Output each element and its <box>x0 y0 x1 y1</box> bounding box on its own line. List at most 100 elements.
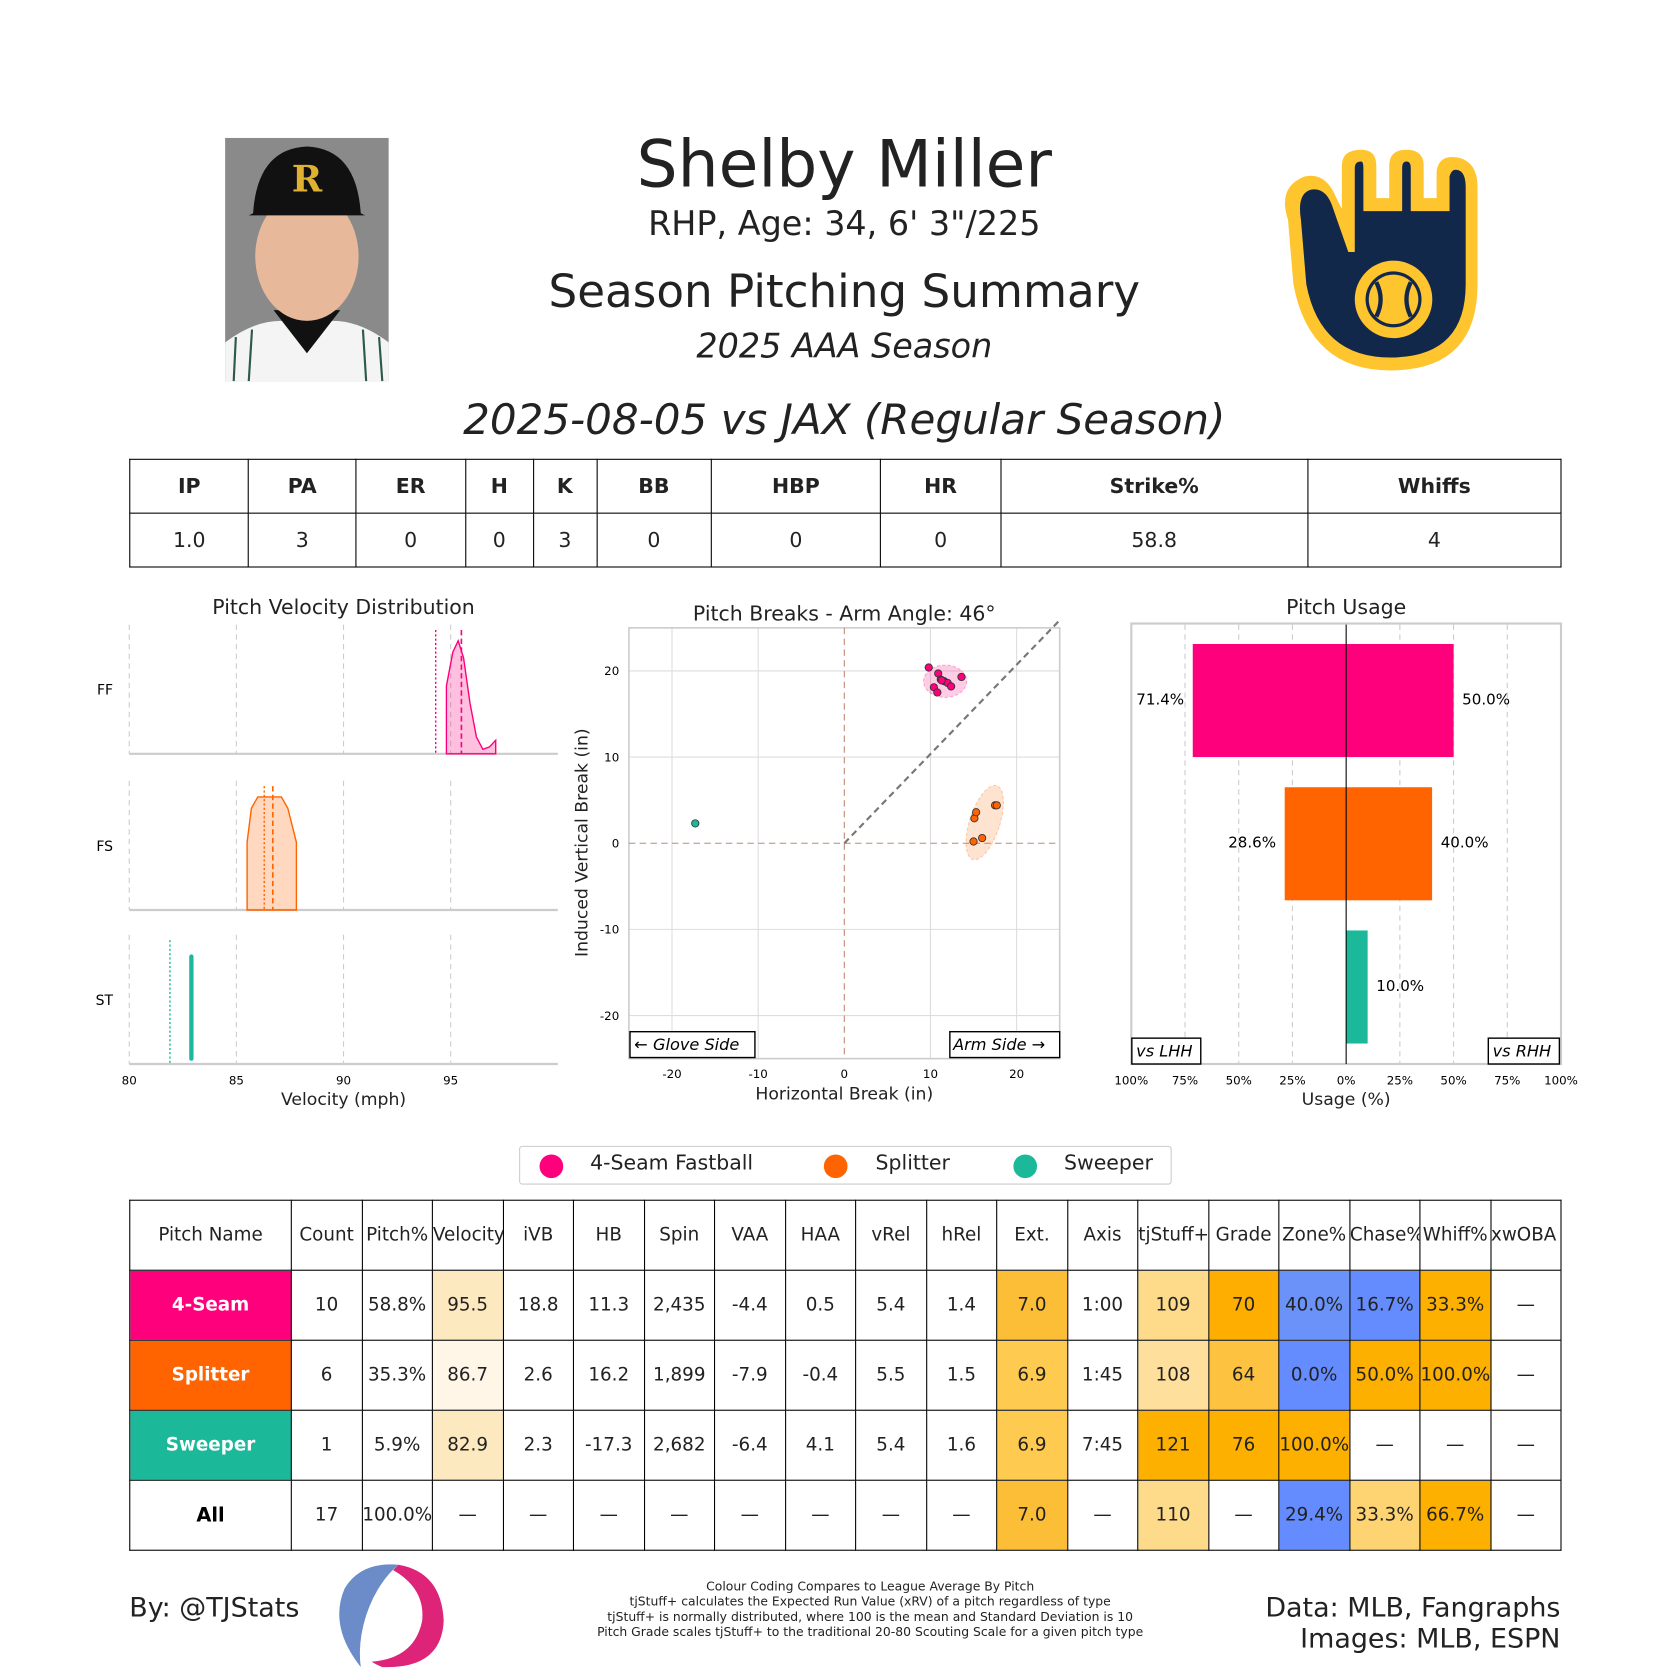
glove-side-box <box>629 1030 756 1059</box>
pitch-point-ff <box>947 682 956 691</box>
stat-header: K <box>532 458 598 514</box>
game-stats-table: IP PA ER H K BB HBP HR Strike% Whiffs 1.0 3 0 0 3 0 0 0 58… <box>129 458 1562 568</box>
usage-plot-frame <box>1130 622 1563 1066</box>
stat-value: 0 <box>880 512 1002 568</box>
table-cell: 5.5 <box>855 1339 927 1411</box>
stat-header: ER <box>355 458 466 514</box>
legend-marker-st <box>1013 1154 1038 1179</box>
arm-angle-line <box>843 619 1061 844</box>
table-cell: 100.0% <box>361 1479 433 1551</box>
table-row: 4-Seam 10 58.8% 95.5 18.8 11.3 2,435 -4.4 0.5 5.4… <box>129 1269 1562 1341</box>
usage-label-rhh: 40.0% <box>1441 834 1489 852</box>
stat-header: IP <box>129 458 250 514</box>
breaks-x-tick: 20 <box>1009 1067 1024 1081</box>
stat-value: 58.8 <box>1000 512 1309 568</box>
table-cell: 50.0% <box>1348 1339 1421 1411</box>
table-cell: 11.3 <box>572 1269 645 1341</box>
usage-bar-lhh-ff <box>1192 643 1347 758</box>
table-cell: 121 <box>1137 1409 1209 1481</box>
table-cell: -17.3 <box>572 1409 645 1481</box>
table-cell: 1.5 <box>925 1339 998 1411</box>
table-cell: 1 <box>290 1409 363 1481</box>
table-row: Splitter 6 35.3% 86.7 2.6 16.2 1,899 -7.9 -0.4 5.… <box>129 1339 1562 1411</box>
stat-value: 3 <box>248 512 357 568</box>
pitch-metrics-table: Pitch Name Count Pitch% Velocity iVB HB Spin VA… <box>129 1199 1562 1551</box>
usage-bar-rhh-fs <box>1346 787 1433 901</box>
breaks-y-label: Induced Vertical Break (in) <box>571 728 592 958</box>
team-logo-icon <box>1284 149 1478 371</box>
column-header: Ext. <box>996 1199 1068 1271</box>
table-cell: 7.0 <box>996 1479 1068 1551</box>
author-credit: By: @TJStats <box>129 1591 300 1623</box>
stat-header: HR <box>880 458 1002 514</box>
player-name: Shelby Miller <box>636 127 1053 203</box>
column-header: Zone% <box>1278 1199 1350 1271</box>
table-cell: — <box>855 1479 927 1551</box>
table-cell: 16.7% <box>1348 1269 1421 1341</box>
footnotes: Colour Coding Compares to League Average… <box>538 1579 1201 1639</box>
velocity-x-tick: 80 <box>122 1073 137 1087</box>
pitch-point-fs <box>969 837 978 846</box>
usage-x-label: Usage (%) <box>1301 1088 1391 1110</box>
breaks-y-tick: -20 <box>600 1009 619 1023</box>
table-cell: 18.8 <box>502 1269 574 1341</box>
table-cell: 4.1 <box>784 1409 857 1481</box>
usage-bar-rhh-st <box>1346 930 1368 1044</box>
usage-x-tick: 50% <box>1440 1073 1466 1087</box>
table-cell: 7:45 <box>1066 1409 1139 1481</box>
table-cell: 2.3 <box>502 1409 574 1481</box>
column-header: hRel <box>925 1199 998 1271</box>
vs-rhh-box <box>1487 1037 1561 1065</box>
usage-chart-title: Pitch Usage <box>1286 595 1407 620</box>
footnote: Pitch Grade scales tjStuff+ to the tradi… <box>597 1623 1144 1640</box>
table-cell: — <box>1348 1409 1421 1481</box>
column-header: VAA <box>714 1199 786 1271</box>
svg-text:R: R <box>292 158 323 201</box>
data-credits: Data: MLB, Fangraphs Images: MLB, ESPN <box>1265 1592 1560 1654</box>
player-headshot: R <box>225 137 389 382</box>
velocity-row-label: FS <box>96 839 113 855</box>
pitch-name-cell: 4-Seam <box>129 1269 292 1341</box>
table-cell: 5.9% <box>361 1409 433 1481</box>
pitch-legend: 4-Seam Fastball Splitter Sweeper <box>519 1145 1172 1185</box>
table-cell: 5.4 <box>855 1409 927 1481</box>
stat-value: 1.0 <box>129 512 250 568</box>
column-header: HB <box>572 1199 645 1271</box>
pitch-point-ff <box>933 688 942 697</box>
stat-header: BB <box>596 458 712 514</box>
footnote: Colour Coding Compares to League Average… <box>706 1578 1035 1594</box>
legend-label-fs: Splitter <box>875 1151 950 1175</box>
stat-value: 0 <box>355 512 466 568</box>
table-cell: 66.7% <box>1419 1479 1491 1551</box>
pitch-point-ff <box>924 663 933 672</box>
stat-header: Whiffs <box>1307 458 1562 514</box>
tjstats-logo-icon <box>339 1564 444 1668</box>
pitch-point-fs <box>972 808 981 817</box>
table-cell: 0.0% <box>1278 1339 1350 1411</box>
column-header: Velocity <box>431 1199 504 1271</box>
column-header: HAA <box>784 1199 857 1271</box>
table-cell: 86.7 <box>431 1339 504 1411</box>
velocity-x-tick: 90 <box>336 1073 351 1087</box>
table-cell: — <box>1489 1269 1562 1341</box>
breaks-chart-title: Pitch Breaks - Arm Angle: 46° <box>692 601 996 626</box>
table-cell: 33.3% <box>1419 1269 1491 1341</box>
table-cell: 110 <box>1137 1479 1209 1551</box>
velocity-density-ff <box>445 638 497 755</box>
table-cell: — <box>784 1479 857 1551</box>
table-cell: 1:45 <box>1066 1339 1139 1411</box>
table-cell: 1:00 <box>1066 1269 1139 1341</box>
stat-value: 0 <box>464 512 534 568</box>
table-cell: — <box>1489 1339 1562 1411</box>
velocity-row-label: FF <box>97 683 113 699</box>
image-source: Images: MLB, ESPN <box>1300 1622 1561 1655</box>
table-cell: 2.6 <box>502 1339 574 1411</box>
pitch-name-cell: Splitter <box>129 1339 292 1411</box>
stat-header: HBP <box>710 458 882 514</box>
table-cell: 2,435 <box>643 1269 716 1341</box>
stat-value: 0 <box>710 512 882 568</box>
table-cell: 95.5 <box>431 1269 504 1341</box>
usage-label-rhh: 50.0% <box>1462 690 1510 708</box>
table-cell: -7.9 <box>714 1339 786 1411</box>
velocity-chart-title: Pitch Velocity Distribution <box>212 595 475 620</box>
